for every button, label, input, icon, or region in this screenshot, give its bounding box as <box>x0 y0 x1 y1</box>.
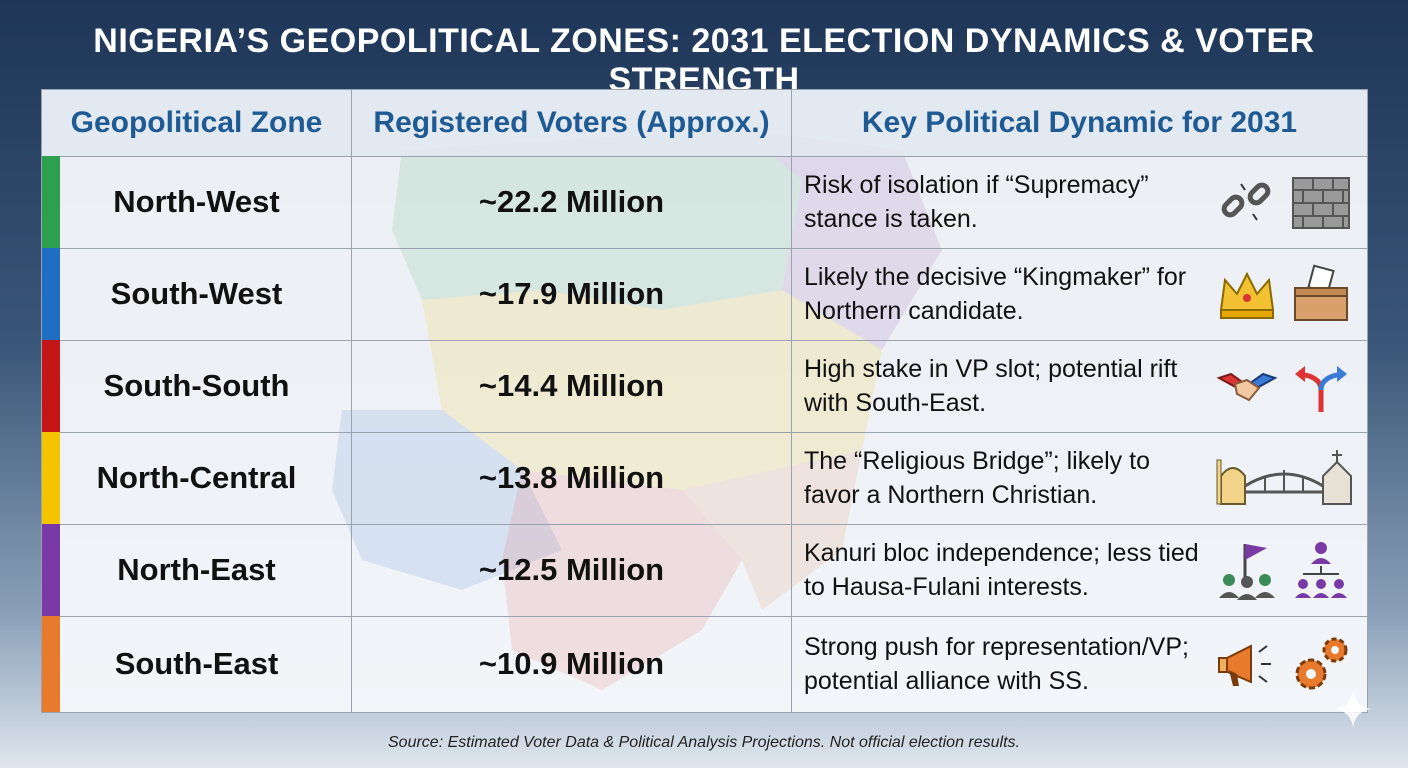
page-title: NIGERIA’S GEOPOLITICAL ZONES: 2031 ELECT… <box>93 22 1315 99</box>
gears-icon <box>1295 637 1348 690</box>
table-row: South-East ~10.9 Million Strong push for… <box>42 616 1367 712</box>
group-flag-icon <box>1219 544 1275 600</box>
split-arrow-icon <box>1295 366 1347 412</box>
table-row: North-East ~12.5 Million Kanuri bloc ind… <box>42 524 1367 617</box>
source-note: Source: Estimated Voter Data & Political… <box>388 734 1020 751</box>
brick-wall-icon <box>1292 177 1350 229</box>
voter-count: ~14.4 Million <box>478 368 665 403</box>
political-dynamic: Risk of isolation if “Supremacy” stance … <box>804 171 1149 233</box>
column-header-voters: Registered Voters (Approx.) <box>373 106 770 139</box>
zone-name: South-South <box>103 368 290 403</box>
zone-color-stripe <box>42 340 60 432</box>
megaphone-icon <box>1218 644 1271 686</box>
voter-count: ~22.2 Million <box>478 184 665 219</box>
zone-name: South-West <box>110 276 283 311</box>
zone-color-stripe <box>42 156 60 248</box>
voter-count: ~12.5 Million <box>478 552 665 587</box>
zone-name: South-East <box>114 646 279 681</box>
zone-color-stripe <box>42 248 60 340</box>
political-dynamic: Likely the decisive “Kingmaker” for Nort… <box>804 263 1187 325</box>
zones-table: Geopolitical Zone Registered Voters (App… <box>41 89 1368 713</box>
zone-name: North-Central <box>96 460 297 495</box>
voter-count: ~10.9 Million <box>478 646 665 681</box>
political-dynamic: High stake in VP slot; potential rift wi… <box>804 355 1178 417</box>
table-row: South-South ~14.4 Million High stake in … <box>42 340 1367 433</box>
political-dynamic: The “Religious Bridge”; likely to favor … <box>804 447 1150 509</box>
zone-color-stripe <box>42 432 60 524</box>
header-row: Geopolitical Zone Registered Voters (App… <box>42 90 1367 157</box>
broken-chain-icon <box>1221 182 1271 221</box>
political-dynamic: Strong push for representation/VP; poten… <box>804 633 1189 695</box>
sparkle-icon <box>1334 690 1372 728</box>
zone-name: North-West <box>113 184 280 219</box>
table-row: North-Central ~13.8 Million The “Religio… <box>42 432 1367 525</box>
handshake-icon <box>1216 372 1278 402</box>
mosque-bridge-church-icon <box>1216 450 1352 505</box>
table-row: South-West ~17.9 Million Likely the deci… <box>42 248 1367 341</box>
table-row: North-West ~22.2 Million Risk of isolati… <box>42 156 1367 249</box>
zone-color-stripe <box>42 616 60 712</box>
zone-color-stripe <box>42 524 60 616</box>
column-header-zone: Geopolitical Zone <box>70 106 323 139</box>
voter-count: ~13.8 Million <box>478 460 665 495</box>
zone-name: North-East <box>117 552 276 587</box>
ballot-box-icon <box>1294 264 1348 321</box>
column-header-dynamic: Key Political Dynamic for 2031 <box>861 106 1298 139</box>
political-dynamic: Kanuri bloc independence; less tied to H… <box>804 539 1199 601</box>
hierarchy-people-icon <box>1295 542 1347 598</box>
voter-count: ~17.9 Million <box>478 276 665 311</box>
crown-icon <box>1219 271 1275 319</box>
